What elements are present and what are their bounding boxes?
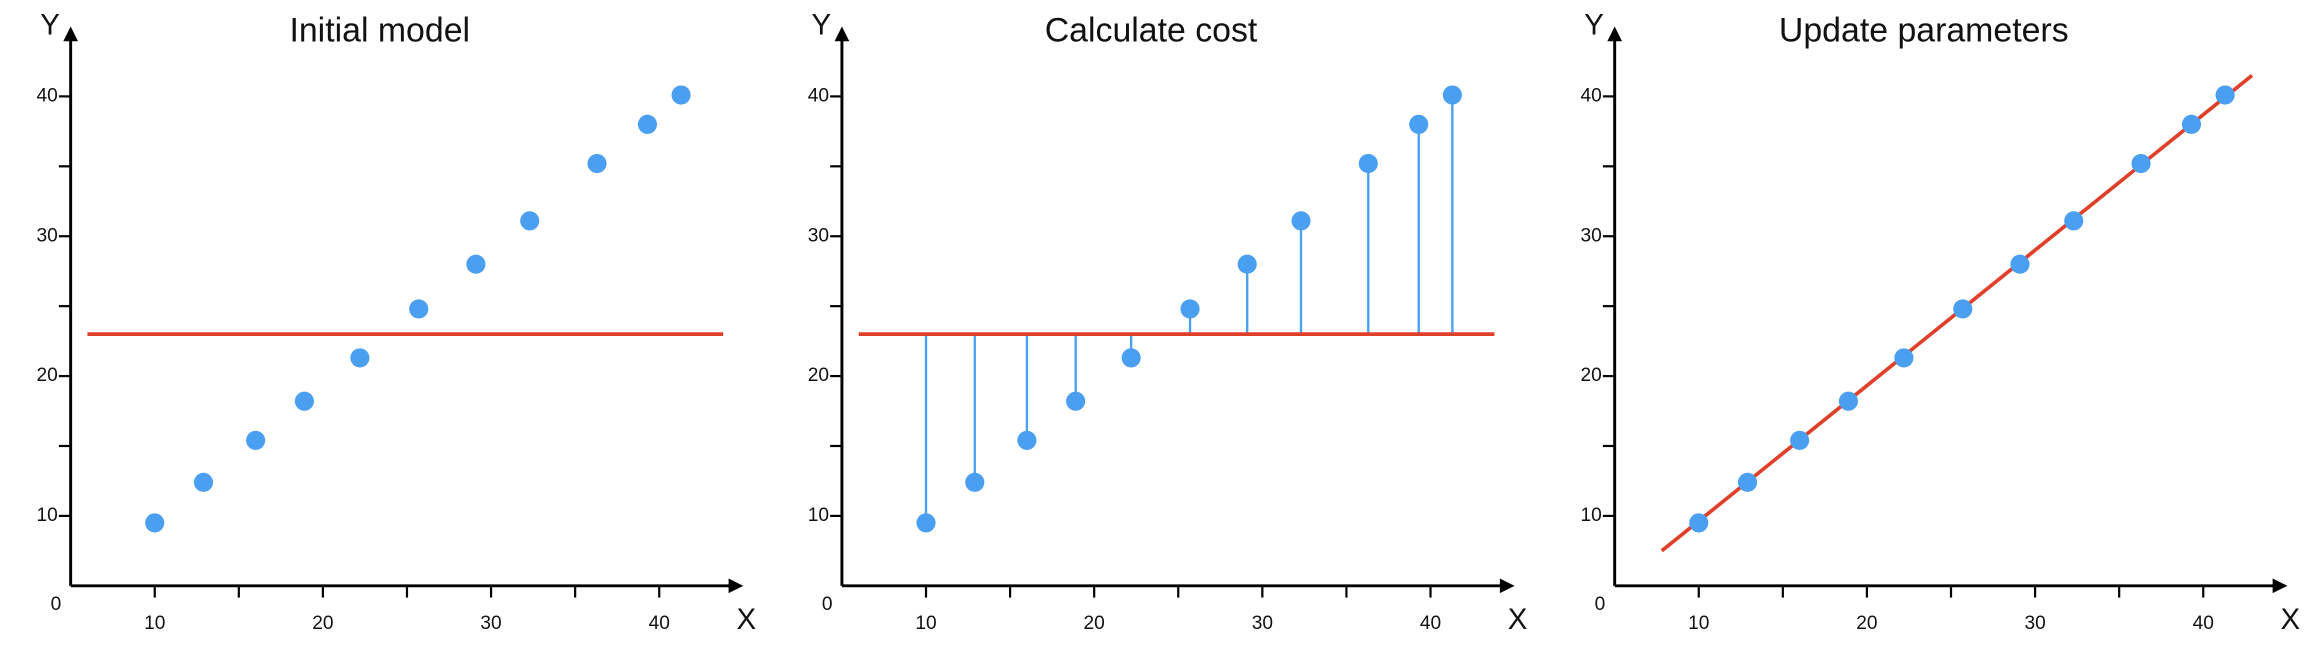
y-tick-label: 30 xyxy=(1580,225,1601,246)
x-tick-label: 40 xyxy=(1420,613,1441,634)
x-tick-label: 10 xyxy=(1688,613,1709,634)
data-point xyxy=(520,211,540,231)
data-point xyxy=(671,85,691,105)
data-point xyxy=(2064,211,2084,231)
x-axis-arrow xyxy=(728,578,744,594)
y-axis-label: Y xyxy=(1584,8,1604,41)
x-tick-label: 20 xyxy=(1084,613,1105,634)
data-point xyxy=(350,348,370,368)
data-point xyxy=(1121,348,1141,368)
data-point xyxy=(2010,254,2030,274)
x-tick-label: 40 xyxy=(2193,613,2214,634)
y-tick-label: 10 xyxy=(36,505,57,526)
data-point xyxy=(294,391,314,411)
y-tick-label: 30 xyxy=(36,225,57,246)
data-point xyxy=(1066,391,1086,411)
data-point xyxy=(637,114,658,134)
data-point xyxy=(409,299,429,319)
data-point xyxy=(466,254,486,274)
data-point xyxy=(965,472,985,492)
data-point xyxy=(1442,85,1462,105)
x-axis-arrow xyxy=(2272,578,2288,594)
y-axis-arrow xyxy=(834,26,850,42)
x-axis-label: X xyxy=(1508,603,1528,636)
data-point xyxy=(916,513,936,533)
y-tick-label: 30 xyxy=(808,225,829,246)
data-point xyxy=(1790,430,1810,450)
y-tick-label: 20 xyxy=(1580,365,1601,386)
x-tick-label: 10 xyxy=(144,613,165,634)
x-axis-arrow xyxy=(1499,578,1515,594)
origin-label: 0 xyxy=(1595,594,1606,615)
data-point xyxy=(587,153,607,174)
x-tick-label: 30 xyxy=(480,613,501,634)
data-point xyxy=(1358,153,1378,174)
panel: Initial model Y X 0 10 20 30 40 10 20 30 40 xyxy=(36,8,756,636)
panel: Update parameters Y X 0 10 20 30 40 10 20 30 40 xyxy=(1580,8,2300,636)
panel: Calculate cost Y X 0 10 20 30 40 10 20 30 40 xyxy=(808,8,1528,636)
x-tick-label: 20 xyxy=(1856,613,1877,634)
data-point xyxy=(2215,85,2235,105)
y-tick-label: 10 xyxy=(1580,505,1601,526)
y-tick-label: 20 xyxy=(36,365,57,386)
data-point xyxy=(1237,254,1257,274)
data-point xyxy=(2181,114,2202,134)
data-point xyxy=(1017,430,1037,450)
data-point xyxy=(193,472,214,492)
y-tick-label: 40 xyxy=(808,85,829,106)
data-point xyxy=(1953,299,1973,319)
x-tick-label: 40 xyxy=(649,613,670,634)
data-point xyxy=(1894,348,1914,368)
data-point xyxy=(145,513,165,533)
x-tick-label: 30 xyxy=(1252,613,1273,634)
y-axis-arrow xyxy=(1607,26,1623,42)
x-tick-label: 30 xyxy=(2024,613,2045,634)
data-point xyxy=(1180,299,1200,319)
chart-title: Initial model xyxy=(289,11,470,49)
x-axis-label: X xyxy=(2280,603,2300,636)
chart-title: Update parameters xyxy=(1779,11,2069,49)
x-axis-label: X xyxy=(736,603,756,636)
y-tick-label: 20 xyxy=(808,365,829,386)
origin-label: 0 xyxy=(822,594,833,615)
data-point xyxy=(2131,153,2151,174)
data-point xyxy=(1838,391,1858,411)
y-tick-label: 10 xyxy=(808,505,829,526)
data-point xyxy=(1409,114,1429,134)
data-point xyxy=(1291,211,1311,231)
y-axis-arrow xyxy=(63,26,79,42)
data-point xyxy=(1689,513,1709,533)
origin-label: 0 xyxy=(51,594,62,615)
x-tick-label: 10 xyxy=(915,613,936,634)
data-point xyxy=(246,430,266,450)
y-tick-label: 40 xyxy=(36,85,57,106)
data-point xyxy=(1737,472,1758,492)
y-axis-label: Y xyxy=(812,8,832,41)
y-axis-label: Y xyxy=(40,8,60,41)
chart-title: Calculate cost xyxy=(1045,11,1258,49)
y-tick-label: 40 xyxy=(1580,85,1601,106)
x-tick-label: 20 xyxy=(312,613,333,634)
